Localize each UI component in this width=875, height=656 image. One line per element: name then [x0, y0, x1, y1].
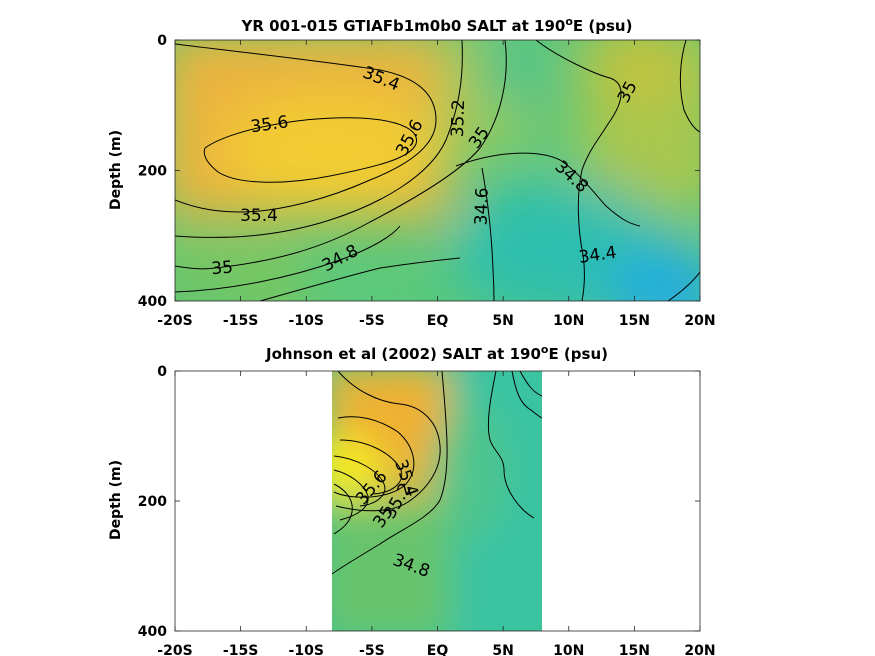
bottom-x-tick-label: 5N	[492, 643, 513, 656]
top-y-tick-label: 200	[138, 164, 167, 180]
top-chart-title: YR 001-015 GTIAFb1m0b0 SALT at 190oE (ps…	[241, 15, 633, 35]
top-axes: -20S -15S -10S -5S EQ 5N 10N 15N 20N 0 200 400	[138, 33, 716, 329]
bottom-panel: Johnson et al (2002) SALT at 190oE (psu)	[108, 343, 716, 656]
bottom-x-tick-label: EQ	[427, 643, 449, 656]
top-x-tick-label: 10N	[553, 313, 584, 329]
top-contour-label: 35.2	[448, 99, 469, 138]
bottom-contour-lines	[332, 371, 542, 575]
top-y-tick-label: 400	[138, 294, 167, 310]
bottom-axes: -20S -15S -10S -5S EQ 5N 10N 15N 20N 0 200 400	[138, 364, 716, 656]
top-contour-label: 35	[211, 257, 234, 279]
bottom-x-tick-label: 15N	[619, 643, 650, 656]
top-contour-label: 35.4	[240, 206, 278, 226]
top-x-tick-label: 20N	[684, 313, 715, 329]
bottom-x-tick-label: 20N	[684, 643, 715, 656]
top-contour-lines	[175, 40, 700, 301]
top-panel: YR 001-015 GTIAFb1m0b0 SALT at 190oE (ps…	[108, 15, 716, 329]
top-x-tick-label: 15N	[619, 313, 650, 329]
bottom-y-axis-label: Depth (m)	[108, 460, 124, 540]
top-x-tick-label: -5S	[359, 313, 385, 329]
top-x-tick-label: -20S	[157, 313, 192, 329]
top-y-tick-label: 0	[157, 33, 167, 49]
bottom-x-tick-label: -5S	[359, 643, 385, 656]
bottom-y-tick-label: 200	[138, 494, 167, 510]
bottom-chart-title: Johnson et al (2002) SALT at 190oE (psu)	[265, 343, 608, 363]
top-x-tick-label: EQ	[427, 313, 449, 329]
bottom-x-tick-label: -20S	[157, 643, 192, 656]
bottom-y-tick-label: 0	[157, 364, 167, 380]
bottom-x-tick-label: -10S	[289, 643, 324, 656]
top-x-tick-label: 5N	[492, 313, 513, 329]
top-y-axis-label: Depth (m)	[108, 130, 124, 210]
bottom-x-tick-label: -15S	[223, 643, 258, 656]
bottom-y-tick-label: 400	[138, 624, 167, 640]
bottom-x-tick-label: 10N	[553, 643, 584, 656]
top-x-tick-label: -10S	[289, 313, 324, 329]
top-contour-label: 34.6	[471, 187, 492, 226]
top-x-tick-label: -15S	[223, 313, 258, 329]
